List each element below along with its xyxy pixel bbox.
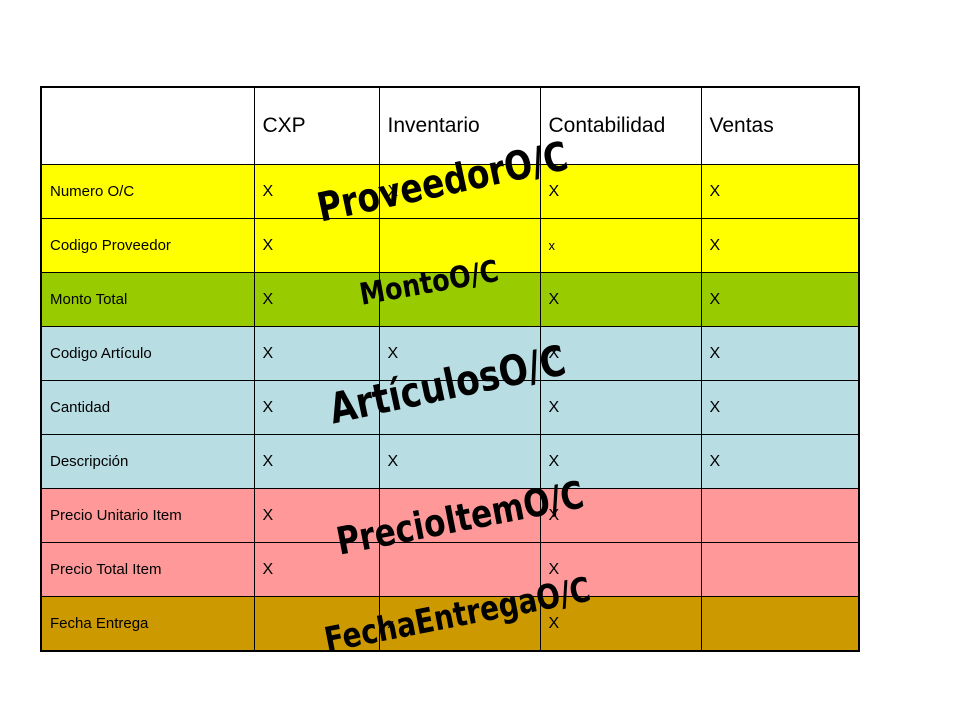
row-label: Descripción: [40, 434, 255, 489]
table-cell: X: [539, 272, 702, 327]
header-contabilidad: Contabilidad: [539, 86, 702, 165]
table-cell: [378, 218, 541, 273]
table-row: Fecha Entrega x X: [40, 596, 860, 652]
table-cell: X: [539, 164, 702, 219]
table-cell: [700, 488, 860, 543]
row-label: Fecha Entrega: [40, 596, 255, 652]
table-row: Precio Unitario Item X X: [40, 488, 860, 543]
table-cell: [700, 596, 860, 652]
row-label: Numero O/C: [40, 164, 255, 219]
table-cell: X: [253, 434, 380, 489]
row-label: Monto Total: [40, 272, 255, 327]
table-row: Precio Total Item X X: [40, 542, 860, 597]
row-label: Codigo Artículo: [40, 326, 255, 381]
table-cell: X: [253, 326, 380, 381]
header-ventas: Ventas: [700, 86, 860, 165]
header-corner: [40, 86, 255, 165]
table-cell: X: [378, 164, 541, 219]
row-label: Cantidad: [40, 380, 255, 435]
table-cell: X: [539, 434, 702, 489]
table-cell: X: [253, 218, 380, 273]
table-cell: X: [253, 272, 380, 327]
header-cxp: CXP: [253, 86, 380, 165]
table-cell: x: [539, 218, 702, 273]
table-cell: X: [539, 542, 702, 597]
table-cell: X: [700, 218, 860, 273]
table-cell: X: [539, 326, 702, 381]
table-cell: X: [700, 380, 860, 435]
table-row: Descripción X X X X: [40, 434, 860, 489]
table-cell: X: [378, 434, 541, 489]
row-label: Codigo Proveedor: [40, 218, 255, 273]
table-row: Monto Total X X X: [40, 272, 860, 327]
row-label: Precio Total Item: [40, 542, 255, 597]
table-cell: [378, 542, 541, 597]
table-cell: X: [700, 164, 860, 219]
table-cell: [253, 596, 380, 652]
table-cell: X: [700, 326, 860, 381]
table-cell: X: [253, 488, 380, 543]
table-cell: X: [700, 272, 860, 327]
header-row: CXP Inventario Contabilidad Ventas: [40, 86, 860, 165]
table-row: Numero O/C X X X X: [40, 164, 860, 219]
table-cell: [700, 542, 860, 597]
table-cell: x: [378, 596, 541, 652]
row-label: Precio Unitario Item: [40, 488, 255, 543]
data-matrix-table: CXP Inventario Contabilidad Ventas Numer…: [40, 86, 860, 652]
table-cell: X: [539, 380, 702, 435]
table-cell: X: [700, 434, 860, 489]
table-row: Codigo Artículo X X X X: [40, 326, 860, 381]
table-cell: X: [253, 542, 380, 597]
